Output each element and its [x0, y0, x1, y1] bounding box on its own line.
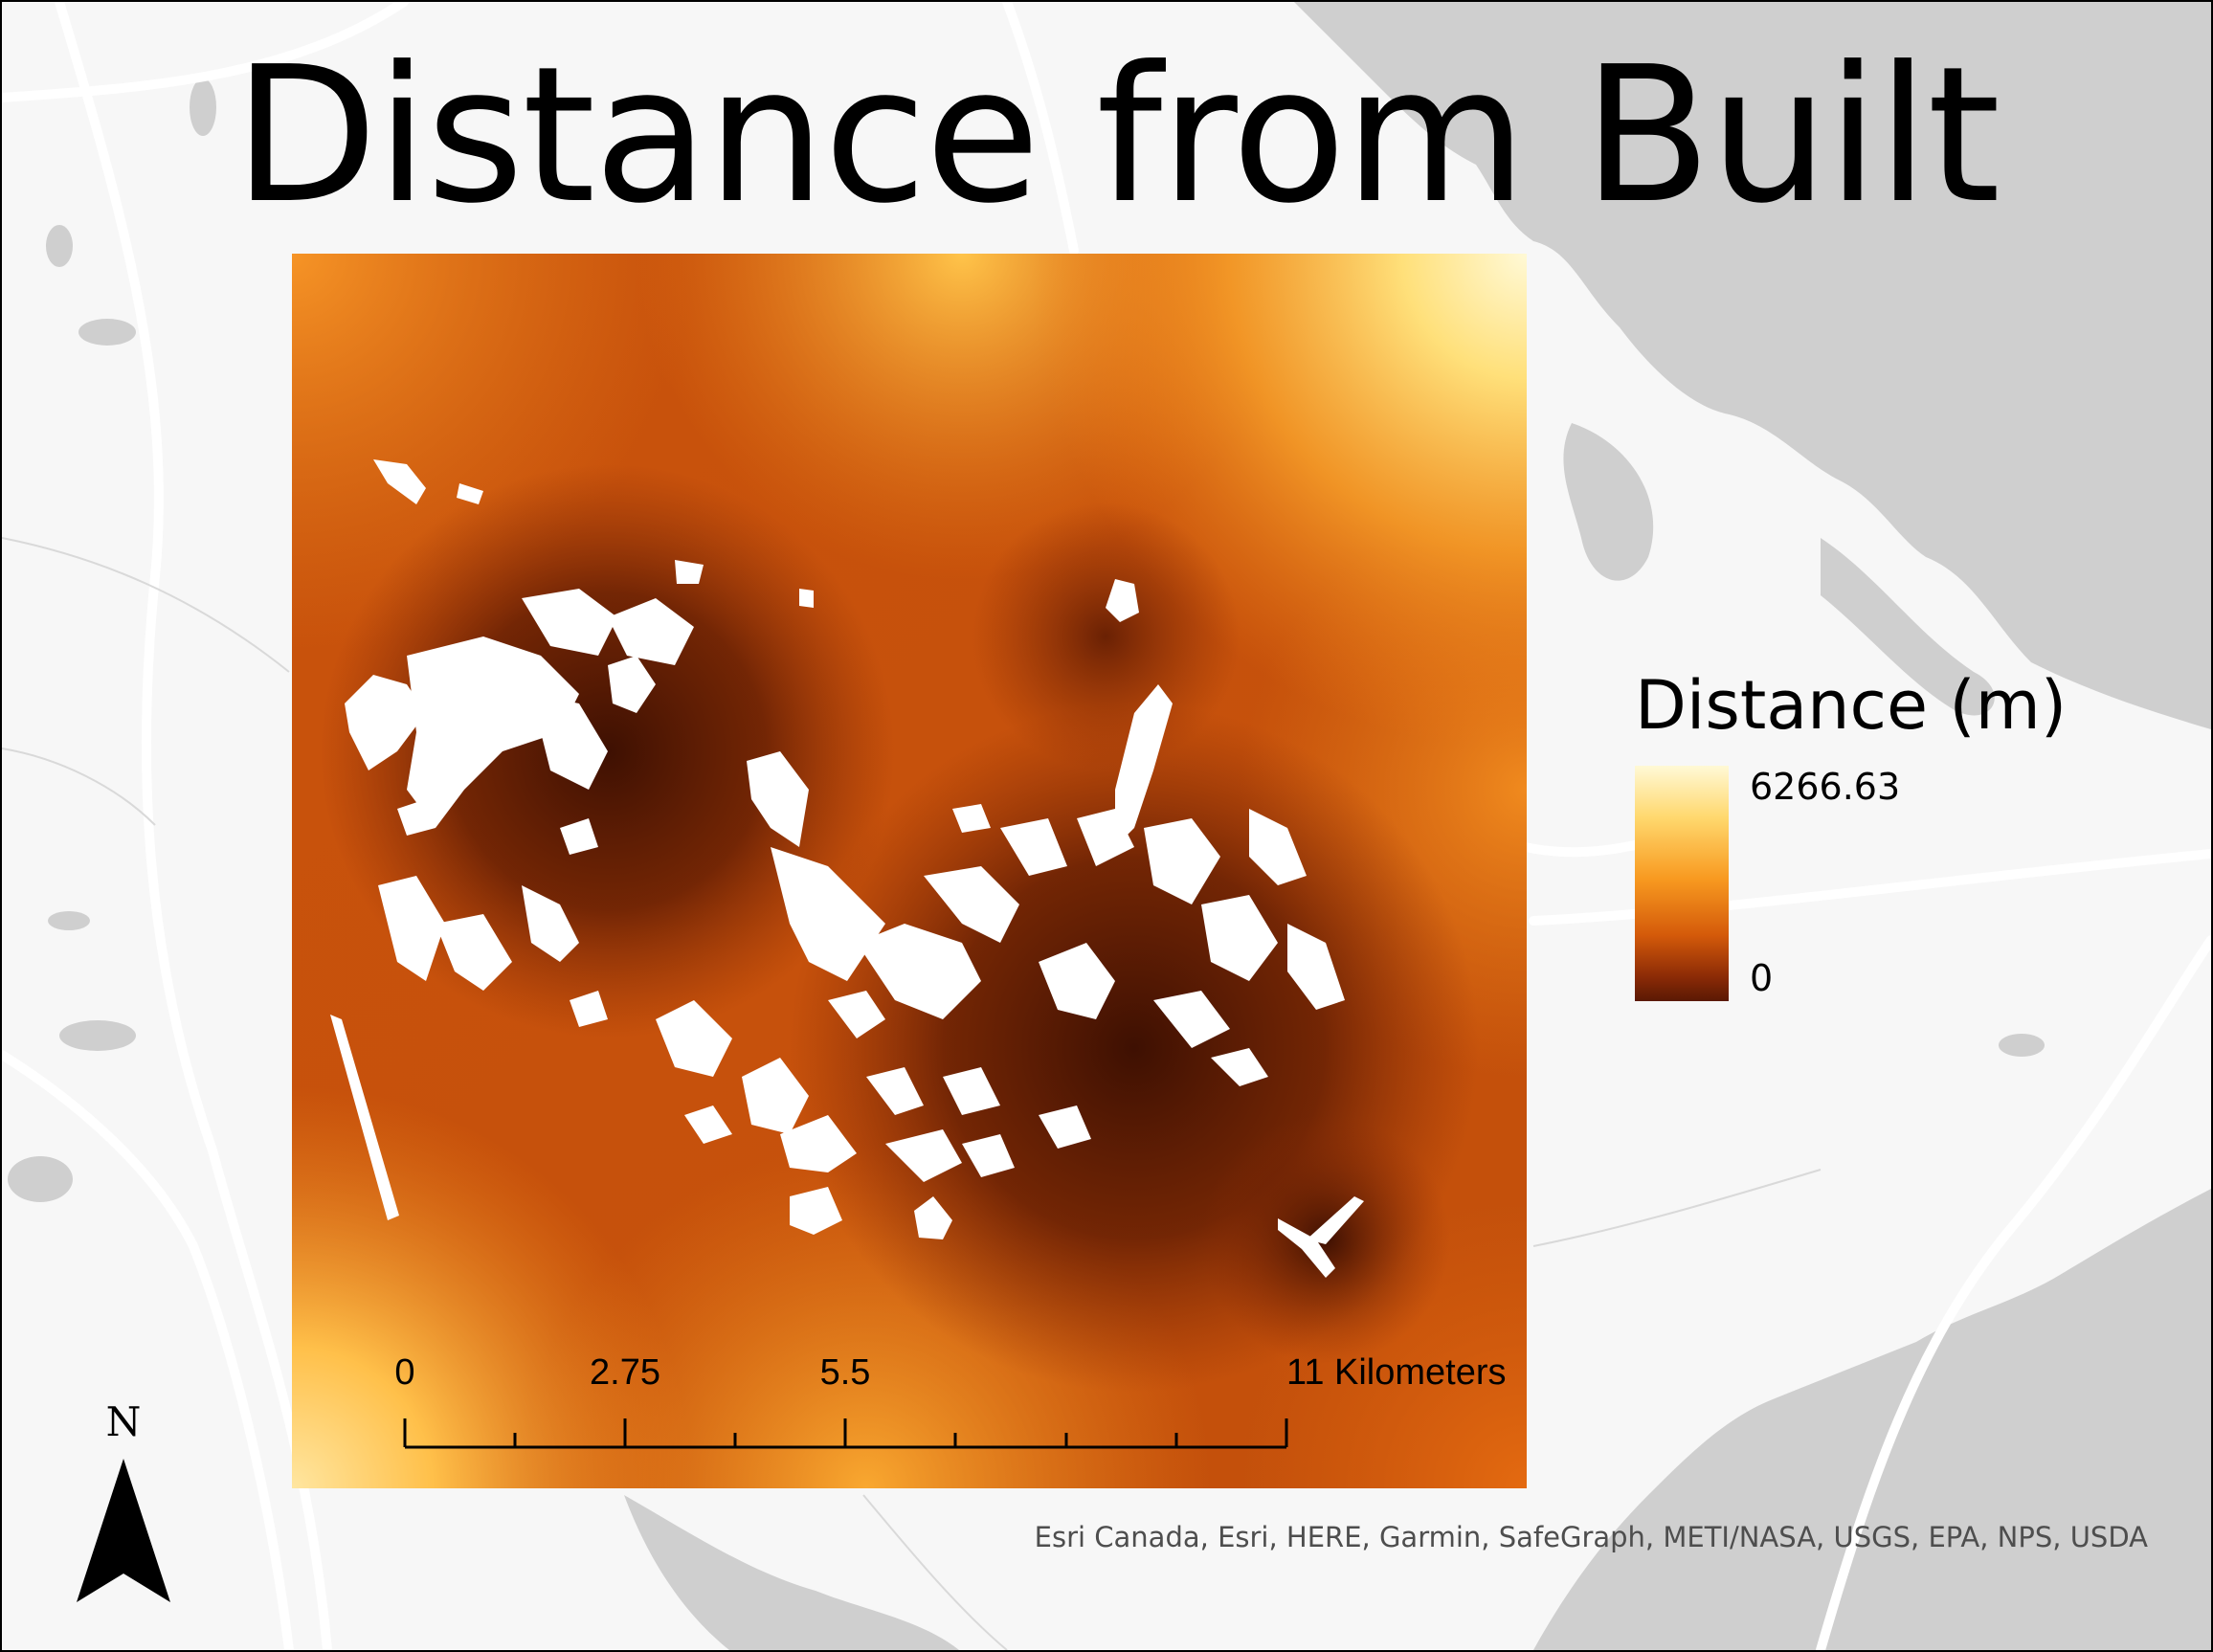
lake-west-4 — [59, 1020, 136, 1051]
scale-bar: 0 2.75 5.5 11 Kilometers — [385, 1351, 1533, 1449]
water-inlet-east-1 — [1563, 423, 1654, 581]
lake-west-5 — [48, 911, 90, 930]
scale-label-1: 2.75 — [590, 1352, 660, 1393]
north-arrow: N — [71, 1399, 176, 1610]
lake-west-3 — [8, 1156, 73, 1202]
lake-north-1 — [190, 78, 216, 136]
lake-west-2 — [78, 319, 136, 346]
road-network-minor — [2, 537, 1822, 1650]
water-river-south — [624, 1495, 959, 1650]
water-inlet-east-2 — [1821, 538, 1995, 716]
legend-color-ramp — [1635, 766, 1729, 1001]
lake-east-1 — [1999, 1034, 2045, 1057]
built-areas — [330, 459, 1364, 1278]
water-bay-southeast — [1533, 1189, 2211, 1650]
raster-dark-north — [292, 254, 1527, 1488]
lake-west-1 — [46, 225, 73, 267]
scale-label-2: 5.5 — [819, 1352, 871, 1393]
attribution-text: Esri Canada, Esri, HERE, Garmin, SafeGra… — [1034, 1521, 2148, 1553]
scale-bar-graphic — [403, 1418, 1288, 1449]
north-arrow-icon — [77, 1459, 170, 1602]
scale-label-3: 11 Kilometers — [1286, 1352, 1507, 1393]
north-letter: N — [105, 1398, 142, 1445]
legend-title: Distance (m) — [1635, 666, 2068, 745]
legend-max-label: 6266.63 — [1750, 766, 1901, 808]
water-bay-northeast — [1294, 2, 2211, 729]
legend-min-label: 0 — [1750, 957, 1774, 999]
scale-label-0: 0 — [394, 1352, 415, 1393]
distance-raster — [292, 254, 1527, 1488]
map-title: Distance from Built — [233, 27, 2001, 245]
